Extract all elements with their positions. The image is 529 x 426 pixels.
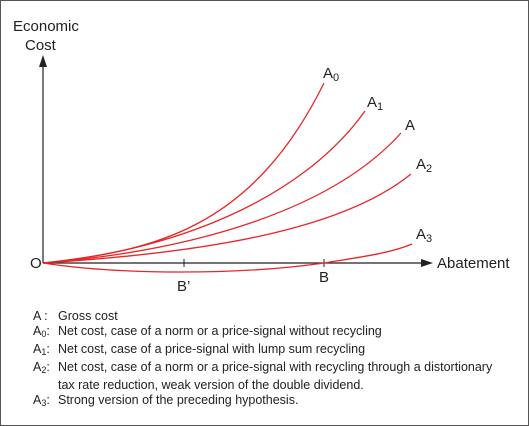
- legend-item-a2: A2: Net cost, case of a norm or a price-…: [33, 360, 523, 378]
- y-axis-label-line1: Economic: [13, 18, 79, 35]
- legend-text: Net cost, case of a price-signal with lu…: [58, 342, 366, 356]
- curve-a1: [42, 110, 366, 264]
- label-a3: A3: [416, 226, 432, 245]
- cost-abatement-diagram: Economic Cost Abatement O B’ B A0 A1 A A…: [13, 18, 510, 295]
- legend-key: A2:: [33, 360, 50, 375]
- curve-a0: [42, 82, 325, 264]
- curve-a: [42, 132, 402, 264]
- legend-text: Gross cost: [58, 309, 118, 323]
- origin-label: O: [30, 255, 42, 272]
- point-b-label: B: [319, 269, 329, 286]
- legend-key: A :: [33, 309, 48, 323]
- legend-item-a1: A1: Net cost, case of a price-signal wit…: [33, 342, 523, 360]
- legend-text: Net cost, case of a norm or a price-sign…: [58, 360, 493, 374]
- curve-a3: [42, 243, 413, 273]
- x-axis-arrow: [421, 259, 433, 267]
- legend-item-a0: A0: Net cost, case of a norm or a price-…: [33, 324, 523, 342]
- y-axis-label-line2: Cost: [25, 37, 57, 54]
- legend-text: tax rate reduction, weak version of the …: [58, 378, 364, 392]
- label-a2: A2: [416, 156, 432, 175]
- legend-text: Strong version of the preceding hypothes…: [58, 393, 299, 407]
- label-a1: A1: [367, 94, 383, 113]
- legend-key: [33, 378, 58, 393]
- label-a: A: [405, 117, 415, 134]
- curve-a2: [42, 173, 412, 264]
- legend-text: Net cost, case of a norm or a price-sign…: [58, 324, 382, 338]
- legend-key: A3:: [33, 393, 50, 408]
- legend-item-a: A : Gross cost: [33, 309, 523, 324]
- legend-item-a2-continued: tax rate reduction, weak version of the …: [33, 378, 523, 393]
- y-axis-arrow: [39, 55, 47, 67]
- label-a0: A0: [323, 65, 339, 84]
- point-b-prime-label: B’: [177, 278, 190, 295]
- legend-key: A0:: [33, 324, 50, 339]
- legend-item-a3: A3: Strong version of the preceding hypo…: [33, 393, 523, 411]
- legend-key: A1:: [33, 342, 50, 357]
- x-axis-label: Abatement: [437, 255, 510, 272]
- legend: A : Gross cost A0: Net cost, case of a n…: [33, 309, 523, 411]
